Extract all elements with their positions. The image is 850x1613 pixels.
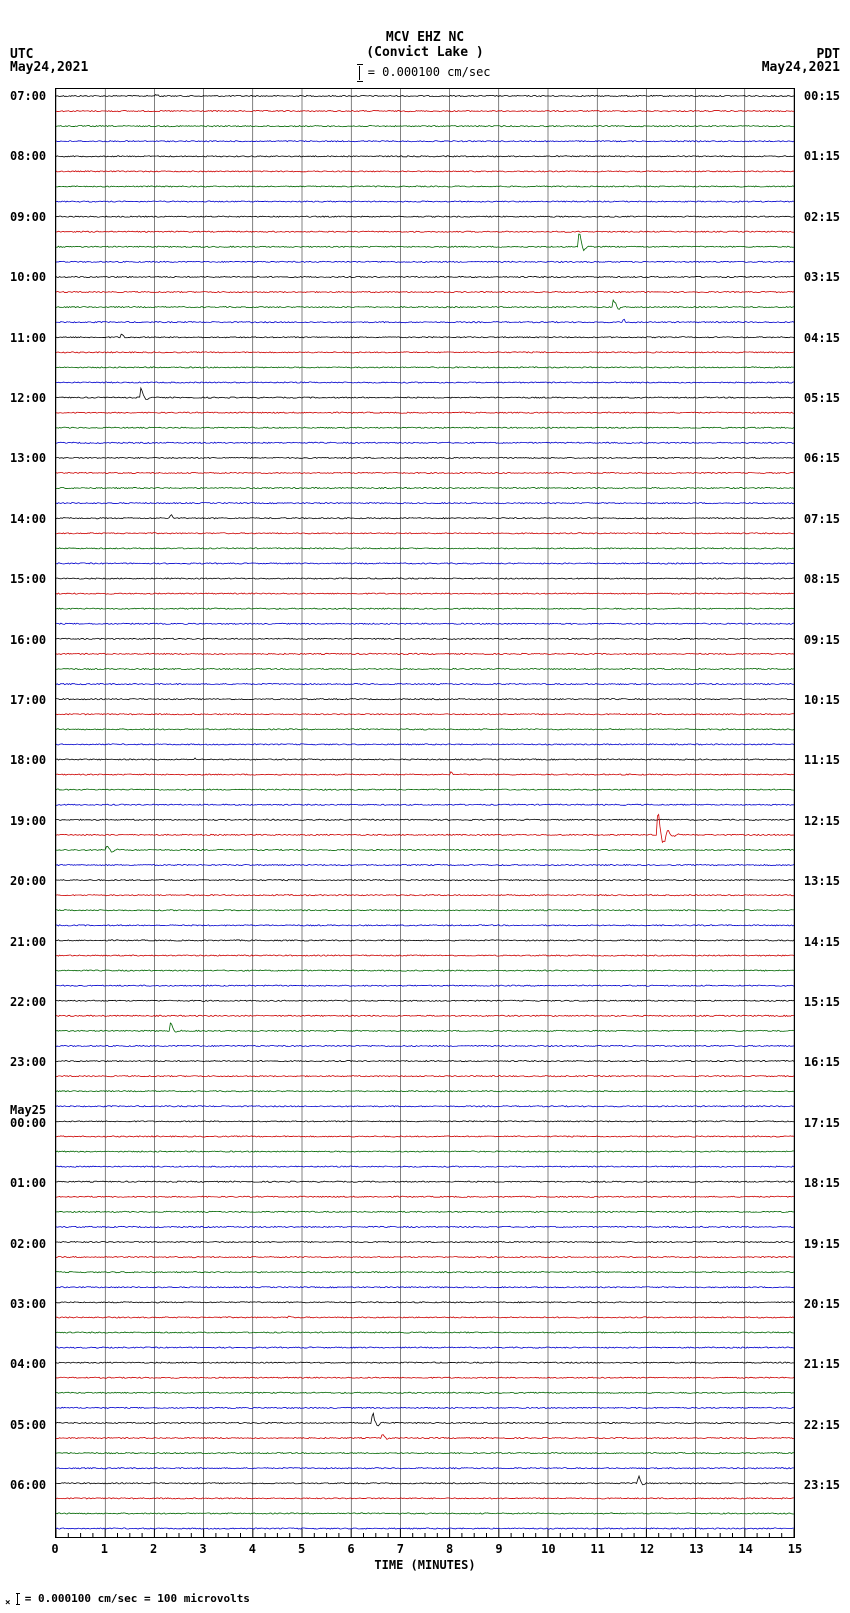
scale-text: = 0.000100 cm/sec bbox=[368, 65, 491, 79]
utc-time-label: 15:00 bbox=[10, 572, 46, 586]
heliplot bbox=[55, 88, 795, 1538]
utc-time-label: 07:00 bbox=[10, 89, 46, 103]
pdt-time-label: 05:15 bbox=[804, 391, 840, 405]
pdt-time-label: 16:15 bbox=[804, 1055, 840, 1069]
station-title: MCV EHZ NC bbox=[0, 30, 850, 45]
x-tick-label: 0 bbox=[51, 1542, 58, 1556]
x-axis-label: TIME (MINUTES) bbox=[0, 1558, 850, 1572]
pdt-time-label: 15:15 bbox=[804, 995, 840, 1009]
utc-time-label: 12:00 bbox=[10, 391, 46, 405]
utc-time-label: 14:00 bbox=[10, 512, 46, 526]
x-tick-label: 7 bbox=[397, 1542, 404, 1556]
scale-indicator: = 0.000100 cm/sec bbox=[0, 65, 850, 80]
x-tick-label: 9 bbox=[495, 1542, 502, 1556]
x-tick-label: 6 bbox=[347, 1542, 354, 1556]
x-tick-label: 4 bbox=[249, 1542, 256, 1556]
pdt-time-label: 19:15 bbox=[804, 1237, 840, 1251]
pdt-time-label: 09:15 bbox=[804, 633, 840, 647]
x-tick-label: 1 bbox=[101, 1542, 108, 1556]
utc-time-label: 08:00 bbox=[10, 149, 46, 163]
utc-time-label: 10:00 bbox=[10, 270, 46, 284]
pdt-time-label: 22:15 bbox=[804, 1418, 840, 1432]
utc-time-label: 21:00 bbox=[10, 935, 46, 949]
pdt-time-label: 00:15 bbox=[804, 89, 840, 103]
utc-time-label: 05:00 bbox=[10, 1418, 46, 1432]
pdt-time-label: 14:15 bbox=[804, 935, 840, 949]
x-tick-label: 13 bbox=[689, 1542, 703, 1556]
pdt-time-label: 07:15 bbox=[804, 512, 840, 526]
station-subtitle: (Convict Lake ) bbox=[0, 45, 850, 60]
utc-time-label: 18:00 bbox=[10, 753, 46, 767]
pdt-time-label: 11:15 bbox=[804, 753, 840, 767]
utc-time-label: 11:00 bbox=[10, 331, 46, 345]
utc-time-label: 19:00 bbox=[10, 814, 46, 828]
utc-time-label: 23:00 bbox=[10, 1055, 46, 1069]
pdt-time-label: 12:15 bbox=[804, 814, 840, 828]
pdt-time-label: 17:15 bbox=[804, 1116, 840, 1130]
x-tick-label: 8 bbox=[446, 1542, 453, 1556]
pdt-time-label: 23:15 bbox=[804, 1478, 840, 1492]
pdt-time-label: 21:15 bbox=[804, 1357, 840, 1371]
utc-time-label: 09:00 bbox=[10, 210, 46, 224]
pdt-time-label: 18:15 bbox=[804, 1176, 840, 1190]
utc-time-label: 03:00 bbox=[10, 1297, 46, 1311]
x-tick-label: 11 bbox=[590, 1542, 604, 1556]
utc-time-label: 02:00 bbox=[10, 1237, 46, 1251]
x-tick-label: 12 bbox=[640, 1542, 654, 1556]
pdt-time-label: 01:15 bbox=[804, 149, 840, 163]
utc-time-label: 22:00 bbox=[10, 995, 46, 1009]
utc-time-label: 00:00 bbox=[10, 1116, 46, 1130]
pdt-time-label: 02:15 bbox=[804, 210, 840, 224]
utc-time-label: 13:00 bbox=[10, 451, 46, 465]
pdt-time-label: 20:15 bbox=[804, 1297, 840, 1311]
x-tick-label: 5 bbox=[298, 1542, 305, 1556]
x-tick-label: 10 bbox=[541, 1542, 555, 1556]
pdt-time-label: 06:15 bbox=[804, 451, 840, 465]
pdt-time-label: 13:15 bbox=[804, 874, 840, 888]
utc-time-label: 16:00 bbox=[10, 633, 46, 647]
utc-time-label: 04:00 bbox=[10, 1357, 46, 1371]
pdt-time-label: 10:15 bbox=[804, 693, 840, 707]
pdt-time-label: 04:15 bbox=[804, 331, 840, 345]
utc-time-label: 01:00 bbox=[10, 1176, 46, 1190]
utc-time-label: 06:00 bbox=[10, 1478, 46, 1492]
footer-text: = 0.000100 cm/sec = 100 microvolts bbox=[25, 1592, 250, 1605]
pdt-time-label: 03:15 bbox=[804, 270, 840, 284]
utc-time-label: 20:00 bbox=[10, 874, 46, 888]
footer-scale: × = 0.000100 cm/sec = 100 microvolts bbox=[5, 1592, 250, 1608]
utc-time-label: 17:00 bbox=[10, 693, 46, 707]
utc-day-label: May25 bbox=[10, 1103, 46, 1117]
x-tick-label: 14 bbox=[738, 1542, 752, 1556]
x-tick-label: 15 bbox=[788, 1542, 802, 1556]
x-tick-label: 2 bbox=[150, 1542, 157, 1556]
pdt-time-label: 08:15 bbox=[804, 572, 840, 586]
x-tick-label: 3 bbox=[199, 1542, 206, 1556]
